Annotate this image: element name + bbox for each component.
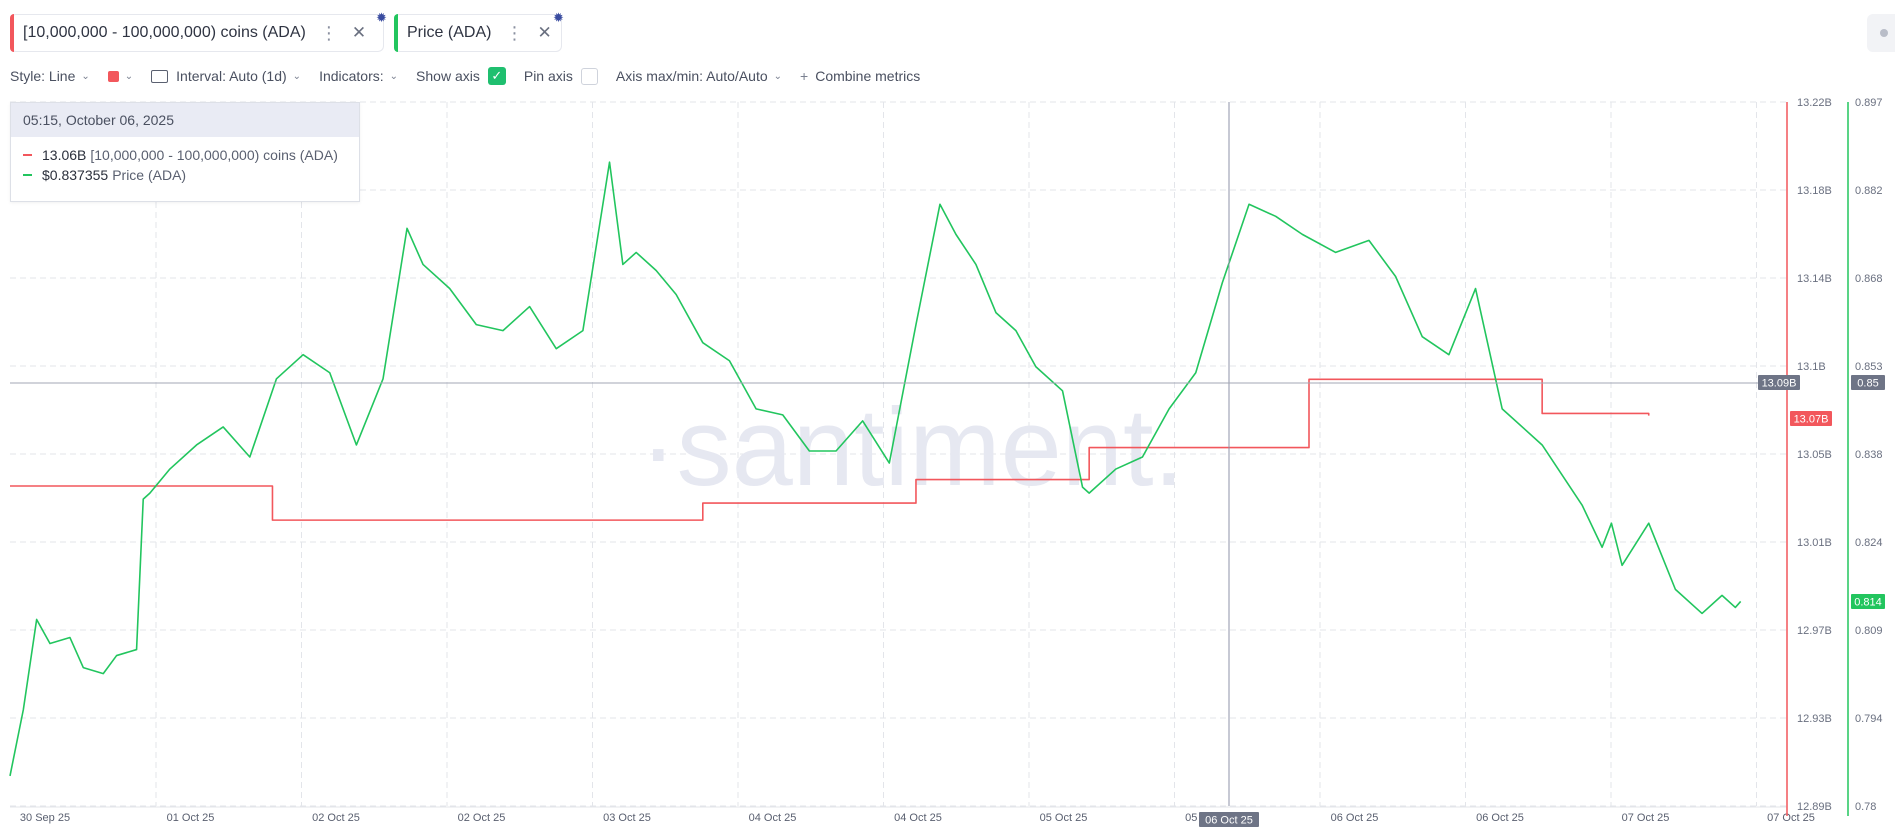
tooltip-datetime: 05:15, October 06, 2025 [11, 103, 359, 137]
x-tick-label: 06 Oct 25 [1331, 812, 1379, 824]
left-axis-tick-label: 12.93B [1797, 713, 1832, 725]
x-tick-label: 06 Oct 25 [1476, 812, 1524, 824]
chevron-down-icon: ⌄ [81, 70, 90, 82]
metric-color-bar [394, 14, 398, 52]
last-value-badge-coins: 13.07B [1790, 411, 1832, 426]
axis-maxmin-label: Axis max/min: Auto/Auto [615, 68, 768, 84]
pin-axis-toggle[interactable]: Pin axis [523, 67, 598, 85]
left-axis-tick-label: 13.05B [1797, 449, 1832, 461]
x-tick-label: 02 Oct 25 [458, 812, 506, 824]
last-value-badge-price: 0.814 [1851, 594, 1885, 609]
right-axis-tick-label: 0.882 [1855, 185, 1883, 197]
x-tick-label: 05 Oct 25 [1040, 812, 1088, 824]
close-icon[interactable]: ✕ [537, 23, 552, 42]
show-axis-toggle[interactable]: Show axis ✓ [416, 67, 506, 85]
legend-dash [23, 174, 32, 176]
settings-gear-icon[interactable]: ✹ [376, 10, 387, 25]
left-axis-tick-label: 13.22B [1797, 97, 1832, 109]
x-tick-label: 01 Oct 25 [167, 812, 215, 824]
show-axis-label: Show axis [416, 68, 480, 84]
dot-icon [1880, 29, 1888, 37]
style-label: Style: Line [10, 68, 76, 84]
left-axis-tick-label: 13.01B [1797, 537, 1832, 549]
more-options-icon[interactable]: ⋮ [319, 22, 338, 43]
metric-color-bar [10, 14, 14, 52]
crosshair-left-badge: 13.09B [1758, 375, 1800, 390]
panel-toggle-button[interactable] [1867, 14, 1895, 52]
right-axis-tick-label: 0.824 [1855, 537, 1883, 549]
svg-text:13.09B: 13.09B [1762, 378, 1797, 390]
tooltip-metric-name: [10,000,000 - 100,000,000) coins (ADA) [90, 147, 338, 163]
series-line-coins [10, 378, 1650, 521]
metric-label-price: Price (ADA) [407, 24, 492, 41]
right-axis-tick-label: 0.853 [1855, 361, 1883, 373]
combine-metrics-button[interactable]: + Combine metrics [800, 68, 920, 84]
crosshair-x-badge: 06 Oct 25 [1199, 812, 1259, 827]
x-tick-label: 04 Oct 25 [894, 812, 942, 824]
x-tick-label: 02 Oct 25 [312, 812, 360, 824]
calendar-icon [151, 69, 169, 83]
tooltip-row-price: $0.837355 Price (ADA) [23, 165, 359, 185]
checkbox-checked-icon[interactable]: ✓ [487, 67, 506, 85]
axis-maxmin-dropdown[interactable]: Axis max/min: Auto/Auto ⌄ [616, 68, 782, 84]
tooltip-metric-name: Price (ADA) [112, 167, 187, 183]
pin-axis-label: Pin axis [523, 68, 573, 84]
crosshair-right-badge: 0.85 [1851, 375, 1885, 390]
x-tick-label: 07 Oct 25 [1622, 812, 1670, 824]
metric-chip-coins[interactable]: [10,000,000 - 100,000,000) coins (ADA) ⋮… [10, 14, 384, 52]
series-layer [9, 161, 1742, 777]
more-options-icon[interactable]: ⋮ [505, 22, 524, 43]
left-axis-tick-label: 13.1B [1797, 361, 1826, 373]
chevron-down-icon: ⌄ [124, 70, 134, 82]
chevron-down-icon: ⌄ [292, 70, 302, 82]
tooltip: 05:15, October 06, 2025 13.06B [10,000,0… [10, 102, 360, 202]
combine-metrics-label: Combine metrics [815, 68, 921, 84]
left-axis-tick-label: 13.18B [1797, 185, 1832, 197]
badges: 13.09B 0.85 13.07B 0.814 06 Oct 25 [10, 102, 1885, 827]
svg-text:0.814: 0.814 [1854, 597, 1882, 609]
right-axis-tick-label: 0.868 [1855, 273, 1883, 285]
indicators-label: Indicators: [319, 68, 384, 84]
left-axis-tick-label: 13.14B [1797, 273, 1832, 285]
tooltip-value: $0.837355 [42, 167, 109, 183]
legend-dash [23, 154, 32, 156]
plus-icon: + [800, 68, 809, 84]
tooltip-row-coins: 13.06B [10,000,000 - 100,000,000) coins … [23, 145, 359, 165]
x-tick-label: 30 Sep 25 [20, 812, 70, 824]
svg-text:13.07B: 13.07B [1794, 414, 1829, 426]
metric-chip-price[interactable]: Price (ADA) ⋮ ✕ [394, 14, 562, 52]
chart-toolbar: Style: Line ⌄ ⌄ Interval: Auto (1d) ⌄ Indi… [10, 64, 938, 88]
settings-gear-icon[interactable]: ✹ [553, 10, 564, 25]
x-tick-label: 04 Oct 25 [749, 812, 797, 824]
right-axis-tick-label: 0.78 [1855, 801, 1876, 813]
style-dropdown[interactable]: Style: Line ⌄ [10, 68, 90, 84]
chevron-down-icon: ⌄ [773, 70, 783, 82]
right-axis-tick-label: 0.794 [1855, 713, 1883, 725]
svg-text:0.85: 0.85 [1857, 378, 1878, 390]
right-axis-tick-label: 0.838 [1855, 449, 1883, 461]
series-line-price [9, 161, 1742, 777]
right-axis-tick-label: 0.897 [1855, 97, 1883, 109]
left-axis-tick-label: 12.89B [1797, 801, 1832, 813]
svg-text:06 Oct 25: 06 Oct 25 [1205, 815, 1253, 827]
axes: 30 Sep 25 01 Oct 25 02 Oct 25 02 Oct 25 03 O… [10, 97, 1883, 824]
left-axis-tick-label: 12.97B [1797, 625, 1832, 637]
right-axis-tick-label: 0.809 [1855, 625, 1883, 637]
tooltip-value: 13.06B [42, 147, 87, 163]
color-picker[interactable]: ⌄ [107, 70, 134, 82]
color-swatch [107, 70, 119, 82]
indicators-dropdown[interactable]: Indicators: ⌄ [319, 68, 398, 84]
x-tick-label: 03 Oct 25 [603, 812, 651, 824]
checkbox-unchecked-icon[interactable] [580, 67, 598, 85]
interval-dropdown[interactable]: Interval: Auto (1d) ⌄ [151, 68, 301, 84]
chevron-down-icon: ⌄ [389, 70, 399, 82]
close-icon[interactable]: ✕ [351, 23, 367, 42]
interval-label: Interval: Auto (1d) [176, 68, 287, 84]
metric-label-coins: [10,000,000 - 100,000,000) coins (ADA) [23, 24, 306, 41]
x-tick-label: 07 Oct 25 [1767, 812, 1815, 824]
